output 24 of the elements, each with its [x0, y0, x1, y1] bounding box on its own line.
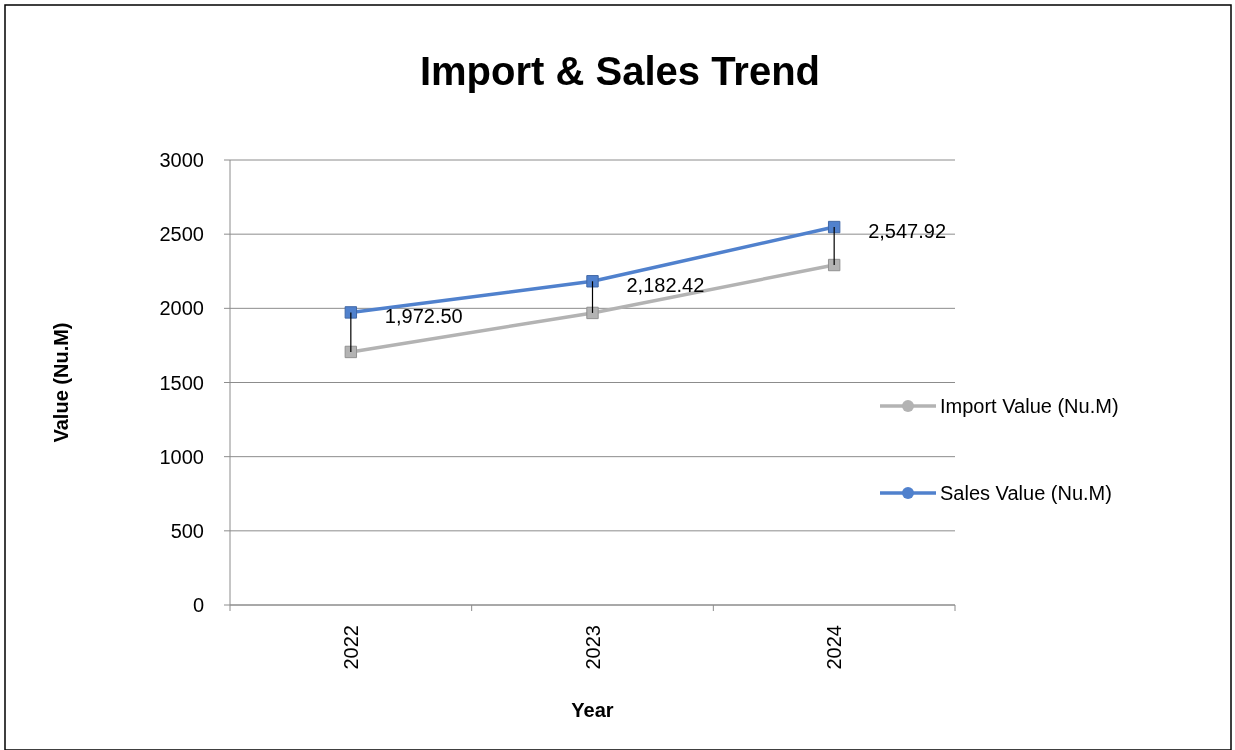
x-tick-label: 2022	[339, 625, 362, 670]
y-tick-label: 1500	[159, 371, 204, 394]
y-tick-label: 1000	[159, 445, 204, 468]
x-tick-label: 2024	[823, 625, 846, 670]
y-axis-title: Value (Nu.M)	[50, 322, 72, 443]
y-tick-label: 500	[170, 519, 204, 542]
point	[586, 306, 599, 320]
point	[827, 220, 841, 234]
y-tick-label: 0	[192, 594, 204, 616]
point	[586, 275, 599, 288]
y-tick-label: 2500	[159, 223, 204, 246]
legend-label: Import Value (Nu.M)	[940, 395, 1119, 417]
legend-label: Sales Value (Nu.M)	[940, 482, 1112, 504]
point	[344, 306, 358, 319]
y-tick-label: 2000	[159, 297, 204, 320]
data-label: 2,182.42	[626, 274, 705, 297]
point	[344, 345, 358, 359]
point	[827, 258, 841, 272]
y-tick-label: 3000	[159, 149, 204, 171]
x-tick-label: 2023	[581, 625, 604, 670]
data-label: 2,547.92	[868, 220, 947, 243]
chart-title: Import & Sales Trend	[419, 49, 821, 93]
x-axis-title: Year	[571, 699, 614, 721]
data-label: 1,972.50	[384, 305, 463, 328]
